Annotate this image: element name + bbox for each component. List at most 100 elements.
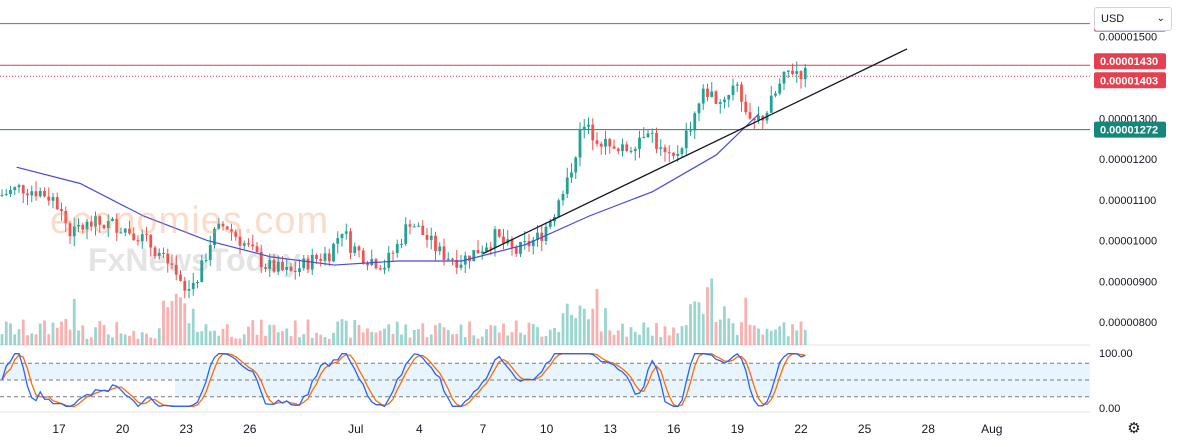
x-tick-label: 19 — [731, 422, 745, 436]
volume-bar — [769, 330, 773, 345]
volume-bar — [412, 329, 416, 345]
volume-bar — [774, 329, 777, 345]
volume-bar — [132, 330, 136, 345]
candle-body — [667, 152, 671, 154]
candle-body — [400, 243, 403, 245]
volume-bar — [633, 331, 637, 345]
candle-body — [650, 132, 654, 134]
volume-bar — [268, 324, 272, 345]
oscillator-tick-label: 0.00 — [1099, 403, 1120, 415]
volume-bar — [30, 333, 34, 345]
volume-bar — [782, 322, 786, 345]
volume-bar — [145, 333, 148, 345]
volume-bar — [659, 337, 663, 345]
candle-body — [272, 259, 276, 272]
volume-bar — [536, 327, 539, 345]
candle-body — [298, 268, 301, 272]
x-tick-label: Aug — [981, 422, 1002, 436]
volume-bar — [642, 322, 646, 345]
candle-body — [752, 118, 756, 121]
x-tick-label: 26 — [243, 422, 257, 436]
candle-body — [378, 268, 382, 270]
volume-bar — [718, 319, 722, 345]
volume-bar — [638, 334, 641, 345]
candle-body — [676, 153, 680, 156]
volume-bar — [72, 298, 76, 345]
candle-body — [557, 200, 561, 217]
volume-bar — [136, 338, 140, 345]
volume-bar — [204, 324, 208, 345]
x-tick-label: 17 — [52, 422, 66, 436]
candle-body — [442, 246, 446, 260]
candle-body — [145, 234, 148, 236]
volume-bar — [672, 327, 675, 345]
volume-bar — [119, 333, 123, 345]
candle-body — [502, 236, 505, 244]
volume-bar — [667, 335, 671, 345]
candle-body — [34, 191, 38, 197]
moving-average-line — [16, 113, 760, 266]
volume-bar — [706, 287, 709, 345]
candle-body — [68, 223, 72, 237]
candle-body — [574, 157, 578, 173]
volume-bar — [493, 325, 497, 345]
volume-bar — [400, 334, 403, 345]
currency-value: USD — [1101, 13, 1125, 25]
candlestick-series — [0, 61, 807, 299]
volume-bar — [553, 328, 556, 345]
volume-bar — [242, 334, 246, 345]
volume-bar — [459, 324, 463, 345]
candle-body — [366, 263, 369, 266]
volume-bar — [684, 325, 688, 345]
candle-body — [774, 93, 777, 96]
volume-bar — [383, 328, 386, 345]
volume-bar — [200, 331, 204, 345]
volume-bar — [98, 321, 102, 345]
candle-body — [642, 137, 646, 139]
volume-bar — [349, 337, 352, 345]
candle-body — [612, 146, 616, 149]
volume-bar — [289, 336, 293, 345]
volume-bar — [591, 308, 595, 345]
candle-body — [323, 253, 327, 261]
volume-bar — [434, 325, 437, 345]
candle-body — [77, 224, 80, 227]
candle-body — [200, 260, 204, 283]
volume-bar — [425, 337, 429, 345]
volume-bar — [752, 325, 756, 345]
candle-body — [332, 243, 335, 262]
candle-body — [281, 261, 284, 270]
candle-body — [213, 228, 216, 246]
currency-selector[interactable]: USD ⌄ — [1094, 7, 1172, 31]
candle-body — [604, 138, 607, 147]
volume-bar — [570, 314, 573, 345]
volume-bar — [47, 334, 51, 345]
y-tick-label: 0.00001000 — [1099, 236, 1157, 248]
candle-body — [0, 195, 4, 197]
candle-body — [633, 148, 637, 151]
gear-icon[interactable]: ⚙ — [1127, 420, 1141, 437]
volume-bar — [417, 329, 420, 345]
volume-bar — [523, 334, 527, 345]
volume-bar — [646, 327, 650, 345]
candle-body — [561, 193, 565, 201]
candle-body — [621, 144, 624, 152]
candle-body — [778, 83, 782, 94]
candle-body — [353, 246, 357, 253]
candle-body — [757, 115, 760, 121]
trend-line — [482, 48, 908, 255]
candle-body — [255, 246, 259, 252]
x-tick-label: 7 — [480, 422, 487, 436]
volume-bar — [616, 330, 620, 345]
candle-body — [140, 234, 144, 242]
candle-body — [480, 251, 484, 254]
candle-body — [289, 266, 293, 271]
volume-bar — [306, 319, 310, 345]
volume-bar — [587, 319, 590, 345]
candle-body — [629, 150, 633, 152]
candle-body — [782, 71, 786, 84]
candle-body — [514, 247, 518, 254]
volume-bar — [548, 329, 552, 345]
candle-body — [102, 224, 106, 229]
